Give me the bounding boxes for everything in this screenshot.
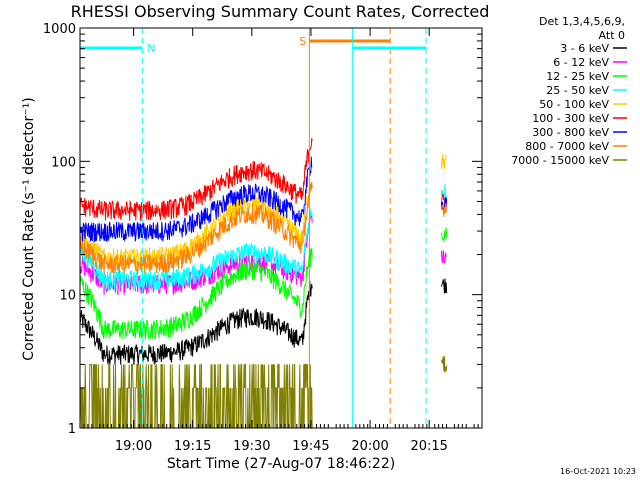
legend-label-5: 100 - 300 keV bbox=[532, 112, 609, 125]
legend-label-1: 6 - 12 keV bbox=[553, 56, 609, 69]
annotation-label-1: S bbox=[299, 35, 306, 48]
y-axis-label: Corrected Count Rate (s⁻¹ detector⁻¹) bbox=[21, 97, 37, 360]
legend-label-4: 50 - 100 keV bbox=[539, 98, 609, 111]
x-tick-label-5: 20:15 bbox=[410, 439, 447, 454]
legend-label-0: 3 - 6 keV bbox=[560, 42, 609, 55]
series-line-6 bbox=[79, 156, 313, 243]
series-line-8 bbox=[79, 363, 313, 429]
series-line-0 bbox=[79, 281, 313, 365]
axes-group: 19:00 19:15 19:30 19:45 20:00 20:15 1 10 100 1000 bbox=[43, 22, 483, 454]
series-line-2 bbox=[79, 247, 313, 340]
timestamp: 16-Oct-2021 10:23 bbox=[560, 467, 636, 476]
legend-label-3: 25 - 50 keV bbox=[546, 84, 609, 97]
legend-label-2: 12 - 25 keV bbox=[546, 70, 609, 83]
legend-label-6: 300 - 800 keV bbox=[532, 126, 609, 139]
legend-label-7: 800 - 7000 keV bbox=[525, 140, 609, 153]
series-line-post-4 bbox=[440, 154, 447, 169]
chart-title: RHESSI Observing Summary Count Rates, Co… bbox=[71, 2, 490, 21]
y-tick-label-0: 1 bbox=[68, 422, 76, 437]
series-line-post-3 bbox=[440, 184, 448, 199]
series-line-5 bbox=[79, 138, 313, 221]
legend-title-line-1: Att 0 bbox=[599, 29, 625, 42]
y-tick-label-2: 100 bbox=[51, 155, 76, 170]
x-tick-label-1: 19:15 bbox=[174, 439, 211, 454]
series-line-post-2 bbox=[440, 227, 448, 243]
series-line-post-1 bbox=[440, 250, 447, 263]
series-line-3 bbox=[79, 208, 313, 291]
x-tick-label-3: 19:45 bbox=[292, 439, 329, 454]
y-tick-label-3: 1000 bbox=[43, 22, 76, 37]
y-tick-label-1: 10 bbox=[59, 289, 76, 304]
x-tick-label-0: 19:00 bbox=[115, 439, 152, 454]
legend-title-line-0: Det 1,3,4,5,6,9, bbox=[539, 15, 625, 28]
annotation-label-0: N bbox=[147, 42, 155, 55]
x-tick-label-4: 20:00 bbox=[351, 439, 388, 454]
legend-label-8: 7000 - 15000 keV bbox=[511, 154, 609, 167]
series-line-post-8 bbox=[440, 356, 448, 373]
series-line-post-0 bbox=[440, 278, 448, 294]
series-group bbox=[79, 138, 448, 429]
x-axis-label: Start Time (27-Aug-07 18:46:22) bbox=[167, 456, 395, 472]
x-tick-label-2: 19:30 bbox=[233, 439, 270, 454]
series-line-7 bbox=[79, 181, 313, 275]
series-line-post-7 bbox=[441, 203, 448, 217]
